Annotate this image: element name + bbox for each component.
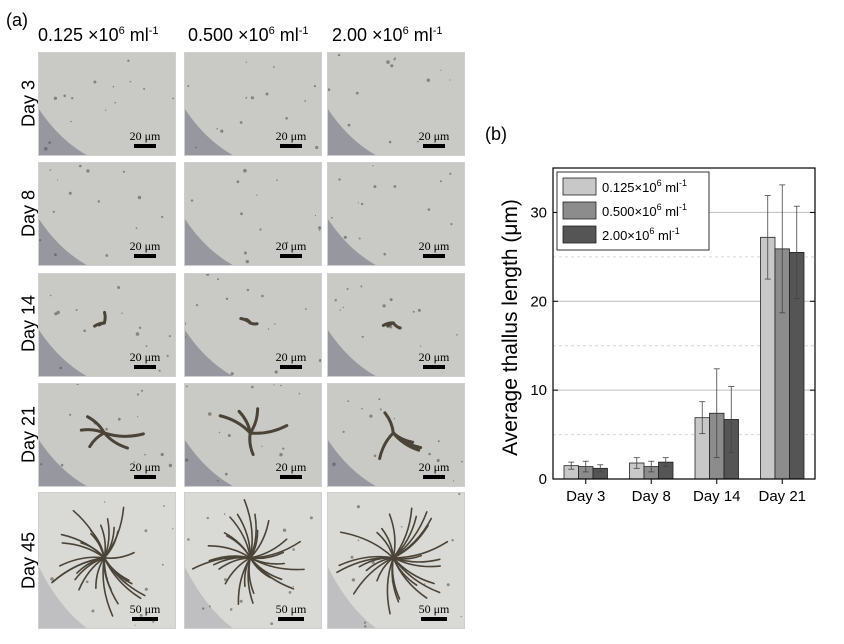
legend-label: 0.500×106 ml-1	[602, 202, 687, 219]
scale-bar-line	[280, 144, 302, 148]
row-label-day-8: Day 8	[18, 189, 39, 238]
row-label-day-45: Day 45	[18, 531, 39, 590]
scale-bar-line	[421, 617, 447, 621]
scale-bar: 50 μm	[414, 602, 454, 621]
scale-bar-label: 20 μm	[275, 239, 307, 253]
scale-bar-line	[423, 144, 445, 148]
column-header-3: 2.00 ×106 ml-1	[332, 25, 443, 45]
row-label-day-21: Day 21	[18, 405, 39, 464]
scale-bar: 20 μm	[414, 239, 454, 258]
micrograph-day-14-col-3: 20 μm	[327, 273, 465, 377]
micrograph-day-3-col-2: 20 μm	[184, 52, 322, 156]
y-tick-label: 10	[530, 382, 547, 399]
legend-swatch	[562, 201, 597, 220]
scale-bar: 50 μm	[271, 602, 311, 621]
micrograph-day-3-col-3: 20 μm	[327, 52, 465, 156]
panel-a-label: (a)	[6, 10, 28, 30]
scale-bar: 20 μm	[125, 129, 165, 148]
scale-bar: 20 μm	[125, 239, 165, 258]
legend-label: 2.00×106 ml-1	[602, 226, 680, 243]
scale-bar: 20 μm	[125, 350, 165, 369]
scale-bar-label: 50 μm	[418, 602, 450, 616]
scale-bar-line	[278, 617, 304, 621]
micrograph-day-21-col-2: 20 μm	[184, 383, 322, 487]
micrograph-day-21-col-1: 20 μm	[38, 383, 176, 487]
scale-bar-label: 20 μm	[129, 239, 161, 253]
scale-bar-line	[423, 475, 445, 479]
scale-bar-label: 20 μm	[418, 239, 450, 253]
scale-bar-line	[280, 254, 302, 258]
x-tick-label: Day 3	[566, 488, 605, 505]
y-tick-label: 0	[539, 471, 547, 488]
scale-bar-label: 20 μm	[418, 460, 450, 474]
micrograph-day-8-col-2: 20 μm	[184, 162, 322, 266]
scale-bar: 20 μm	[414, 350, 454, 369]
scale-bar-label: 20 μm	[129, 129, 161, 143]
scale-bar-line	[423, 254, 445, 258]
micrograph-day-45-col-3: 50 μm	[327, 492, 465, 629]
scale-bar-label: 20 μm	[275, 460, 307, 474]
scale-bar: 20 μm	[125, 460, 165, 479]
scale-bar-label: 20 μm	[129, 460, 161, 474]
column-header-1: 0.125 ×106 ml-1	[38, 25, 159, 45]
row-label-day-14: Day 14	[18, 294, 39, 353]
y-tick-label: 30	[530, 204, 547, 221]
plot-frame	[552, 167, 816, 480]
scale-bar-label: 20 μm	[418, 350, 450, 364]
x-tick-label: Day 21	[758, 488, 806, 505]
scale-bar-line	[134, 144, 156, 148]
scale-bar: 20 μm	[271, 129, 311, 148]
y-tick-label: 20	[530, 293, 547, 310]
scale-bar-line	[132, 617, 158, 621]
scale-bar-line	[280, 365, 302, 369]
scale-bar: 20 μm	[414, 129, 454, 148]
legend-swatch	[562, 177, 597, 196]
scale-bar-label: 20 μm	[129, 350, 161, 364]
row-label-day-3: Day 3	[18, 79, 39, 128]
micrograph-day-8-col-3: 20 μm	[327, 162, 465, 266]
micrograph-day-14-col-2: 20 μm	[184, 273, 322, 377]
micrograph-day-45-col-1: 50 μm	[38, 492, 176, 629]
scale-bar-label: 20 μm	[275, 350, 307, 364]
scale-bar-label: 20 μm	[418, 129, 450, 143]
micrograph-day-3-col-1: 20 μm	[38, 52, 176, 156]
scale-bar: 20 μm	[414, 460, 454, 479]
legend-label: 0.125×106 ml-1	[602, 178, 687, 195]
scale-bar: 50 μm	[125, 602, 165, 621]
bar-chart: Day 3 Day 8 Day 14 Day 21 0 10 20 30 0.125×106 …	[499, 167, 816, 505]
scale-bar-label: 50 μm	[275, 602, 307, 616]
scale-bar-line	[423, 365, 445, 369]
micrograph-day-8-col-1: 20 μm	[38, 162, 176, 266]
x-tick-label: Day 8	[632, 488, 671, 505]
y-axis-label: Average thallus length (μm)	[499, 199, 522, 456]
micrograph-day-21-col-3: 20 μm	[327, 383, 465, 487]
micrograph-day-45-col-2: 50 μm	[184, 492, 322, 629]
scale-bar-line	[134, 365, 156, 369]
scale-bar-label: 50 μm	[129, 602, 161, 616]
scale-bar-line	[134, 475, 156, 479]
scale-bar: 20 μm	[271, 460, 311, 479]
column-header-2: 0.500 ×106 ml-1	[188, 25, 309, 45]
scale-bar-label: 20 μm	[275, 129, 307, 143]
scale-bar-line	[134, 254, 156, 258]
legend-swatch	[562, 225, 597, 244]
panel-b-label: (b)	[485, 124, 507, 144]
micrograph-day-14-col-1: 20 μm	[38, 273, 176, 377]
scale-bar: 20 μm	[271, 239, 311, 258]
scale-bar: 20 μm	[271, 350, 311, 369]
scale-bar-line	[280, 475, 302, 479]
x-tick-label: Day 14	[693, 488, 741, 505]
